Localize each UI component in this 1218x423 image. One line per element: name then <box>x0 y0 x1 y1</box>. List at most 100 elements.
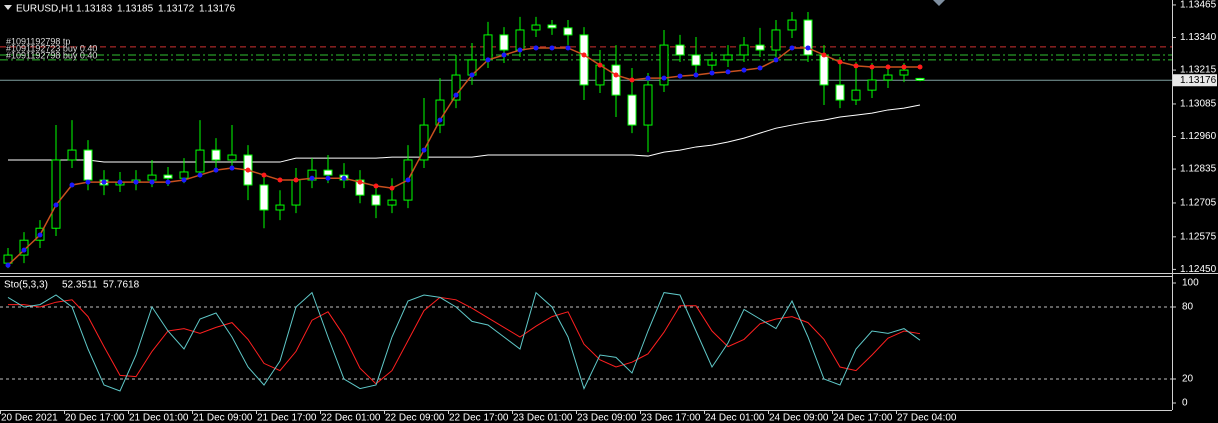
trend-dot <box>885 64 891 70</box>
trend-dot <box>117 179 123 185</box>
candle-body <box>627 94 637 126</box>
trend-dot <box>85 179 91 185</box>
y-tick-label: 1.12450 <box>1180 264 1217 275</box>
order-label: #1091192798 buy 0.40 <box>6 50 97 60</box>
header-ohlc: 1.13185 <box>117 4 154 15</box>
trend-dot <box>661 75 667 81</box>
x-tick-label: 24 Dec 17:00 <box>833 413 893 423</box>
trend-dot <box>373 183 379 189</box>
y-tick-label: 80 <box>1182 302 1194 313</box>
trend-dot <box>789 45 795 51</box>
trend-dot <box>725 69 731 75</box>
order-label: #1091192723 buy 0.40 <box>6 43 97 53</box>
x-tick-label: 20 Dec 2021 <box>1 413 58 423</box>
candle-body <box>483 34 493 61</box>
candle-body <box>899 69 909 76</box>
trend-dot <box>5 262 11 268</box>
candle-body <box>819 54 829 86</box>
candle-body <box>691 54 701 66</box>
candle-body <box>867 79 877 91</box>
candle-body <box>675 44 685 56</box>
trend-dot <box>597 62 603 68</box>
trend-dot <box>837 59 843 65</box>
order-label: #1091192798 tp <box>6 36 70 46</box>
trend-dot <box>517 47 523 53</box>
trend-dot <box>805 45 811 51</box>
trend-dot <box>325 175 331 181</box>
trend-dot <box>533 45 539 51</box>
trend-dot <box>709 70 715 76</box>
candle-body <box>579 34 589 86</box>
candle-body <box>451 74 461 101</box>
indicator-value: 52.3511 <box>62 280 98 291</box>
y-tick-label: 100 <box>1182 278 1199 289</box>
trend-dot <box>165 179 171 185</box>
trend-dot <box>549 45 555 51</box>
trend-dot <box>213 167 219 173</box>
candle-body <box>851 89 861 101</box>
trend-dot <box>101 179 107 185</box>
header-ohlc: 1.13176 <box>199 4 236 15</box>
candle-body <box>259 184 269 211</box>
trend-dot <box>853 63 859 69</box>
candle-body <box>739 44 749 56</box>
candle-body <box>659 44 669 86</box>
trend-dot <box>69 182 75 188</box>
candle-body <box>915 77 925 81</box>
y-tick-label: 1.12575 <box>1180 231 1217 242</box>
current-price-label: 1.13176 <box>1180 75 1217 86</box>
x-tick-label: 21 Dec 09:00 <box>193 413 253 423</box>
candle-body <box>723 54 733 61</box>
x-tick-label: 22 Dec 17:00 <box>449 413 509 423</box>
symbol-label: EURUSD,H1 <box>16 4 74 15</box>
trade-marker <box>933 0 945 6</box>
candle-body <box>707 59 717 66</box>
trend-dot <box>389 185 395 191</box>
trend-dot <box>197 172 203 178</box>
trend-dot <box>901 64 907 70</box>
x-tick-label: 24 Dec 01:00 <box>705 413 765 423</box>
candle-body <box>755 44 765 51</box>
candle-body <box>835 84 845 101</box>
trend-dot <box>437 117 443 123</box>
trend-dot <box>37 232 43 238</box>
y-tick-label: 1.12960 <box>1180 131 1217 142</box>
trend-dot <box>453 92 459 98</box>
header-ohlc: 1.13172 <box>158 4 195 15</box>
x-tick-label: 24 Dec 09:00 <box>769 413 829 423</box>
moving-average <box>8 104 921 163</box>
trend-dot <box>21 247 27 253</box>
candle-body <box>163 174 173 179</box>
x-tick-label: 22 Dec 09:00 <box>385 413 445 423</box>
trend-dot <box>917 64 923 70</box>
trend-dot <box>357 179 363 185</box>
trend-dot <box>149 179 155 185</box>
trend-dot <box>645 75 651 81</box>
trend-dot <box>741 67 747 73</box>
y-tick-label: 1.13465 <box>1180 0 1217 11</box>
candle-body <box>147 174 157 181</box>
candle-body <box>51 159 61 229</box>
candle-body <box>515 29 525 51</box>
candle-body <box>227 154 237 161</box>
menu-arrow[interactable] <box>4 5 12 10</box>
y-tick-label: 20 <box>1182 374 1194 385</box>
candle-body <box>291 179 301 206</box>
y-tick-label: 1.12705 <box>1180 198 1217 209</box>
trend-dot <box>53 202 59 208</box>
y-tick-label: 1.12835 <box>1180 164 1217 175</box>
x-tick-label: 23 Dec 01:00 <box>513 413 573 423</box>
trend-dot <box>677 73 683 79</box>
trend-dot <box>405 177 411 183</box>
indicator-label: Sto(5,3,3) <box>4 280 48 291</box>
x-tick-label: 21 Dec 17:00 <box>257 413 317 423</box>
trend-dot <box>261 172 267 178</box>
candle-body <box>563 27 573 36</box>
header-ohlc: 1.13183 <box>76 4 113 15</box>
x-tick-label: 23 Dec 17:00 <box>641 413 701 423</box>
y-tick-label: 1.13215 <box>1180 65 1217 76</box>
x-tick-label: 20 Dec 17:00 <box>65 413 125 423</box>
candle-body <box>531 24 541 31</box>
trend-dot <box>501 52 507 58</box>
